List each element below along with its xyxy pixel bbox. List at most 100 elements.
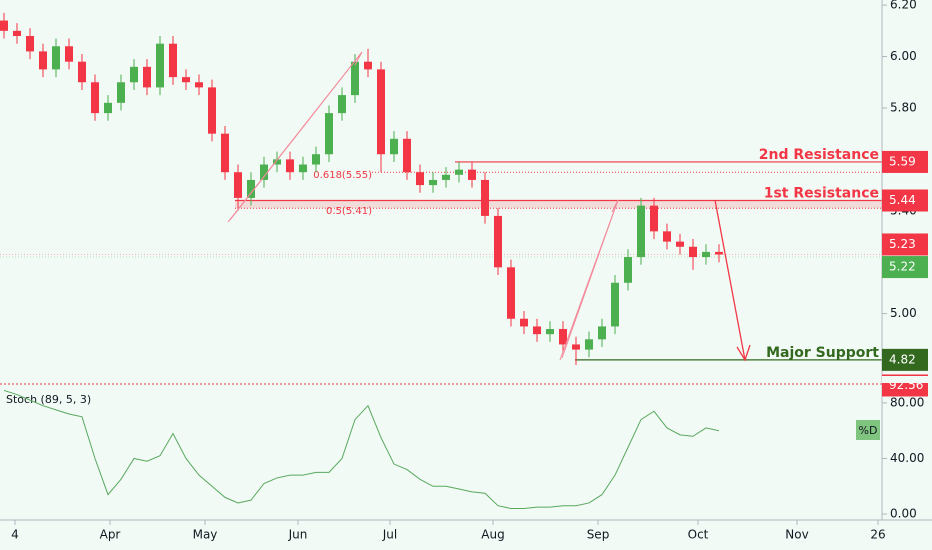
candle-body xyxy=(546,329,554,335)
candle-body xyxy=(156,43,164,88)
level-tag-label: 5.44 xyxy=(889,193,916,207)
candle-body xyxy=(325,113,333,155)
level-tag xyxy=(882,348,928,371)
candle-body xyxy=(364,61,372,70)
candle-body xyxy=(520,318,528,327)
candle-body xyxy=(403,138,411,173)
candle-body xyxy=(637,205,645,258)
forecast-arrow xyxy=(714,199,751,362)
candle-body xyxy=(598,326,606,340)
candle-body xyxy=(299,164,307,173)
candle-body xyxy=(585,339,593,350)
candle-body xyxy=(338,95,346,114)
stoch-legend-box xyxy=(856,420,880,440)
x-tick-label: 26 xyxy=(870,528,885,542)
y-tick-label: 6.20 xyxy=(890,0,917,12)
candle-body xyxy=(429,179,437,186)
x-tick-label: Nov xyxy=(785,528,808,542)
x-tick-label: Jun xyxy=(288,528,308,542)
candle-body xyxy=(91,82,99,114)
pane-gap xyxy=(882,376,932,383)
price-pane: 5.005.405.806.006.200.618(5.55)0.5(5.41)… xyxy=(0,0,917,366)
candle-body xyxy=(572,344,580,350)
candle-body xyxy=(351,61,359,96)
level-tag xyxy=(882,150,928,173)
x-tick-label: May xyxy=(193,528,218,542)
stoch-pane: Stoch (89, 5, 3) 0.00 40.00 80.00 %D xyxy=(3,389,924,521)
candle-body xyxy=(650,205,658,232)
candle-body xyxy=(663,231,671,242)
candle-body xyxy=(455,169,463,175)
level-name: Major Support xyxy=(766,345,879,361)
candle-body xyxy=(559,329,567,345)
forecast-line xyxy=(714,199,746,361)
price-tag-label: 5.23 xyxy=(889,237,916,251)
stoch-tick-label: 0.00 xyxy=(890,507,917,521)
candle-body xyxy=(273,159,281,165)
candle-body xyxy=(676,241,684,247)
candle-body xyxy=(702,251,710,258)
candle-body xyxy=(143,66,151,88)
candle-body xyxy=(195,82,203,88)
candle-body xyxy=(494,215,502,268)
candle-body xyxy=(13,30,21,36)
candle-body xyxy=(533,326,541,335)
y-tick-label: 5.00 xyxy=(890,306,917,320)
candle-body xyxy=(390,138,398,155)
trend-arrow-head xyxy=(559,199,619,361)
price-tag-label: 5.22 xyxy=(889,260,916,274)
level-name: 2nd Resistance xyxy=(759,147,879,163)
candle-body xyxy=(312,154,320,165)
x-tick-label: 4 xyxy=(11,528,19,542)
candle-body xyxy=(416,172,424,186)
candle-body xyxy=(468,169,476,180)
stoch-tick-label: 40.00 xyxy=(890,451,924,465)
candle-body xyxy=(234,172,242,198)
level-tag-label: 4.82 xyxy=(889,352,916,366)
x-tick-label: Apr xyxy=(100,528,121,542)
candle-body xyxy=(624,257,632,283)
y-tick-label: 6.00 xyxy=(890,49,917,63)
level-tag-label: 5.59 xyxy=(889,154,916,168)
candle-body xyxy=(481,179,489,216)
candle-body xyxy=(182,77,190,83)
candle-body xyxy=(260,164,268,180)
y-tick-label: 5.80 xyxy=(890,100,917,114)
stoch-tick-label: 80.00 xyxy=(890,395,924,409)
candle-body xyxy=(52,46,60,70)
candle-body xyxy=(247,179,255,198)
candle-body xyxy=(0,20,8,31)
forecast-arrow-head xyxy=(736,344,751,362)
stoch-line xyxy=(3,389,720,509)
candle-body xyxy=(169,43,177,78)
candle-body xyxy=(377,69,385,155)
stoch-legend: %D xyxy=(859,424,878,437)
candle-body xyxy=(130,66,138,83)
level-tag xyxy=(882,189,928,212)
x-tick-label: Aug xyxy=(481,528,504,542)
drawings xyxy=(227,51,619,361)
x-tick-label: Sep xyxy=(587,528,610,542)
x-tick-label: Jul xyxy=(382,528,397,542)
candle-body xyxy=(208,87,216,134)
resistance-band xyxy=(235,200,882,209)
stoch-title: Stoch (89, 5, 3) xyxy=(6,393,91,406)
price-tag xyxy=(882,233,928,256)
candle-body xyxy=(221,133,229,173)
fib-label: 0.618(5.55) xyxy=(313,170,372,181)
trend-arrow-head xyxy=(227,51,363,223)
candle-body xyxy=(39,51,47,70)
candle-body xyxy=(26,35,34,52)
candle-body xyxy=(611,282,619,327)
candle-body xyxy=(715,251,723,255)
candle-body xyxy=(117,82,125,103)
x-tick-label: Oct xyxy=(688,528,709,542)
candle-body xyxy=(689,246,697,258)
candle-body xyxy=(78,61,86,83)
price-tag xyxy=(882,256,928,279)
fib-label: 0.5(5.41) xyxy=(326,206,372,217)
candle-body xyxy=(65,46,73,62)
